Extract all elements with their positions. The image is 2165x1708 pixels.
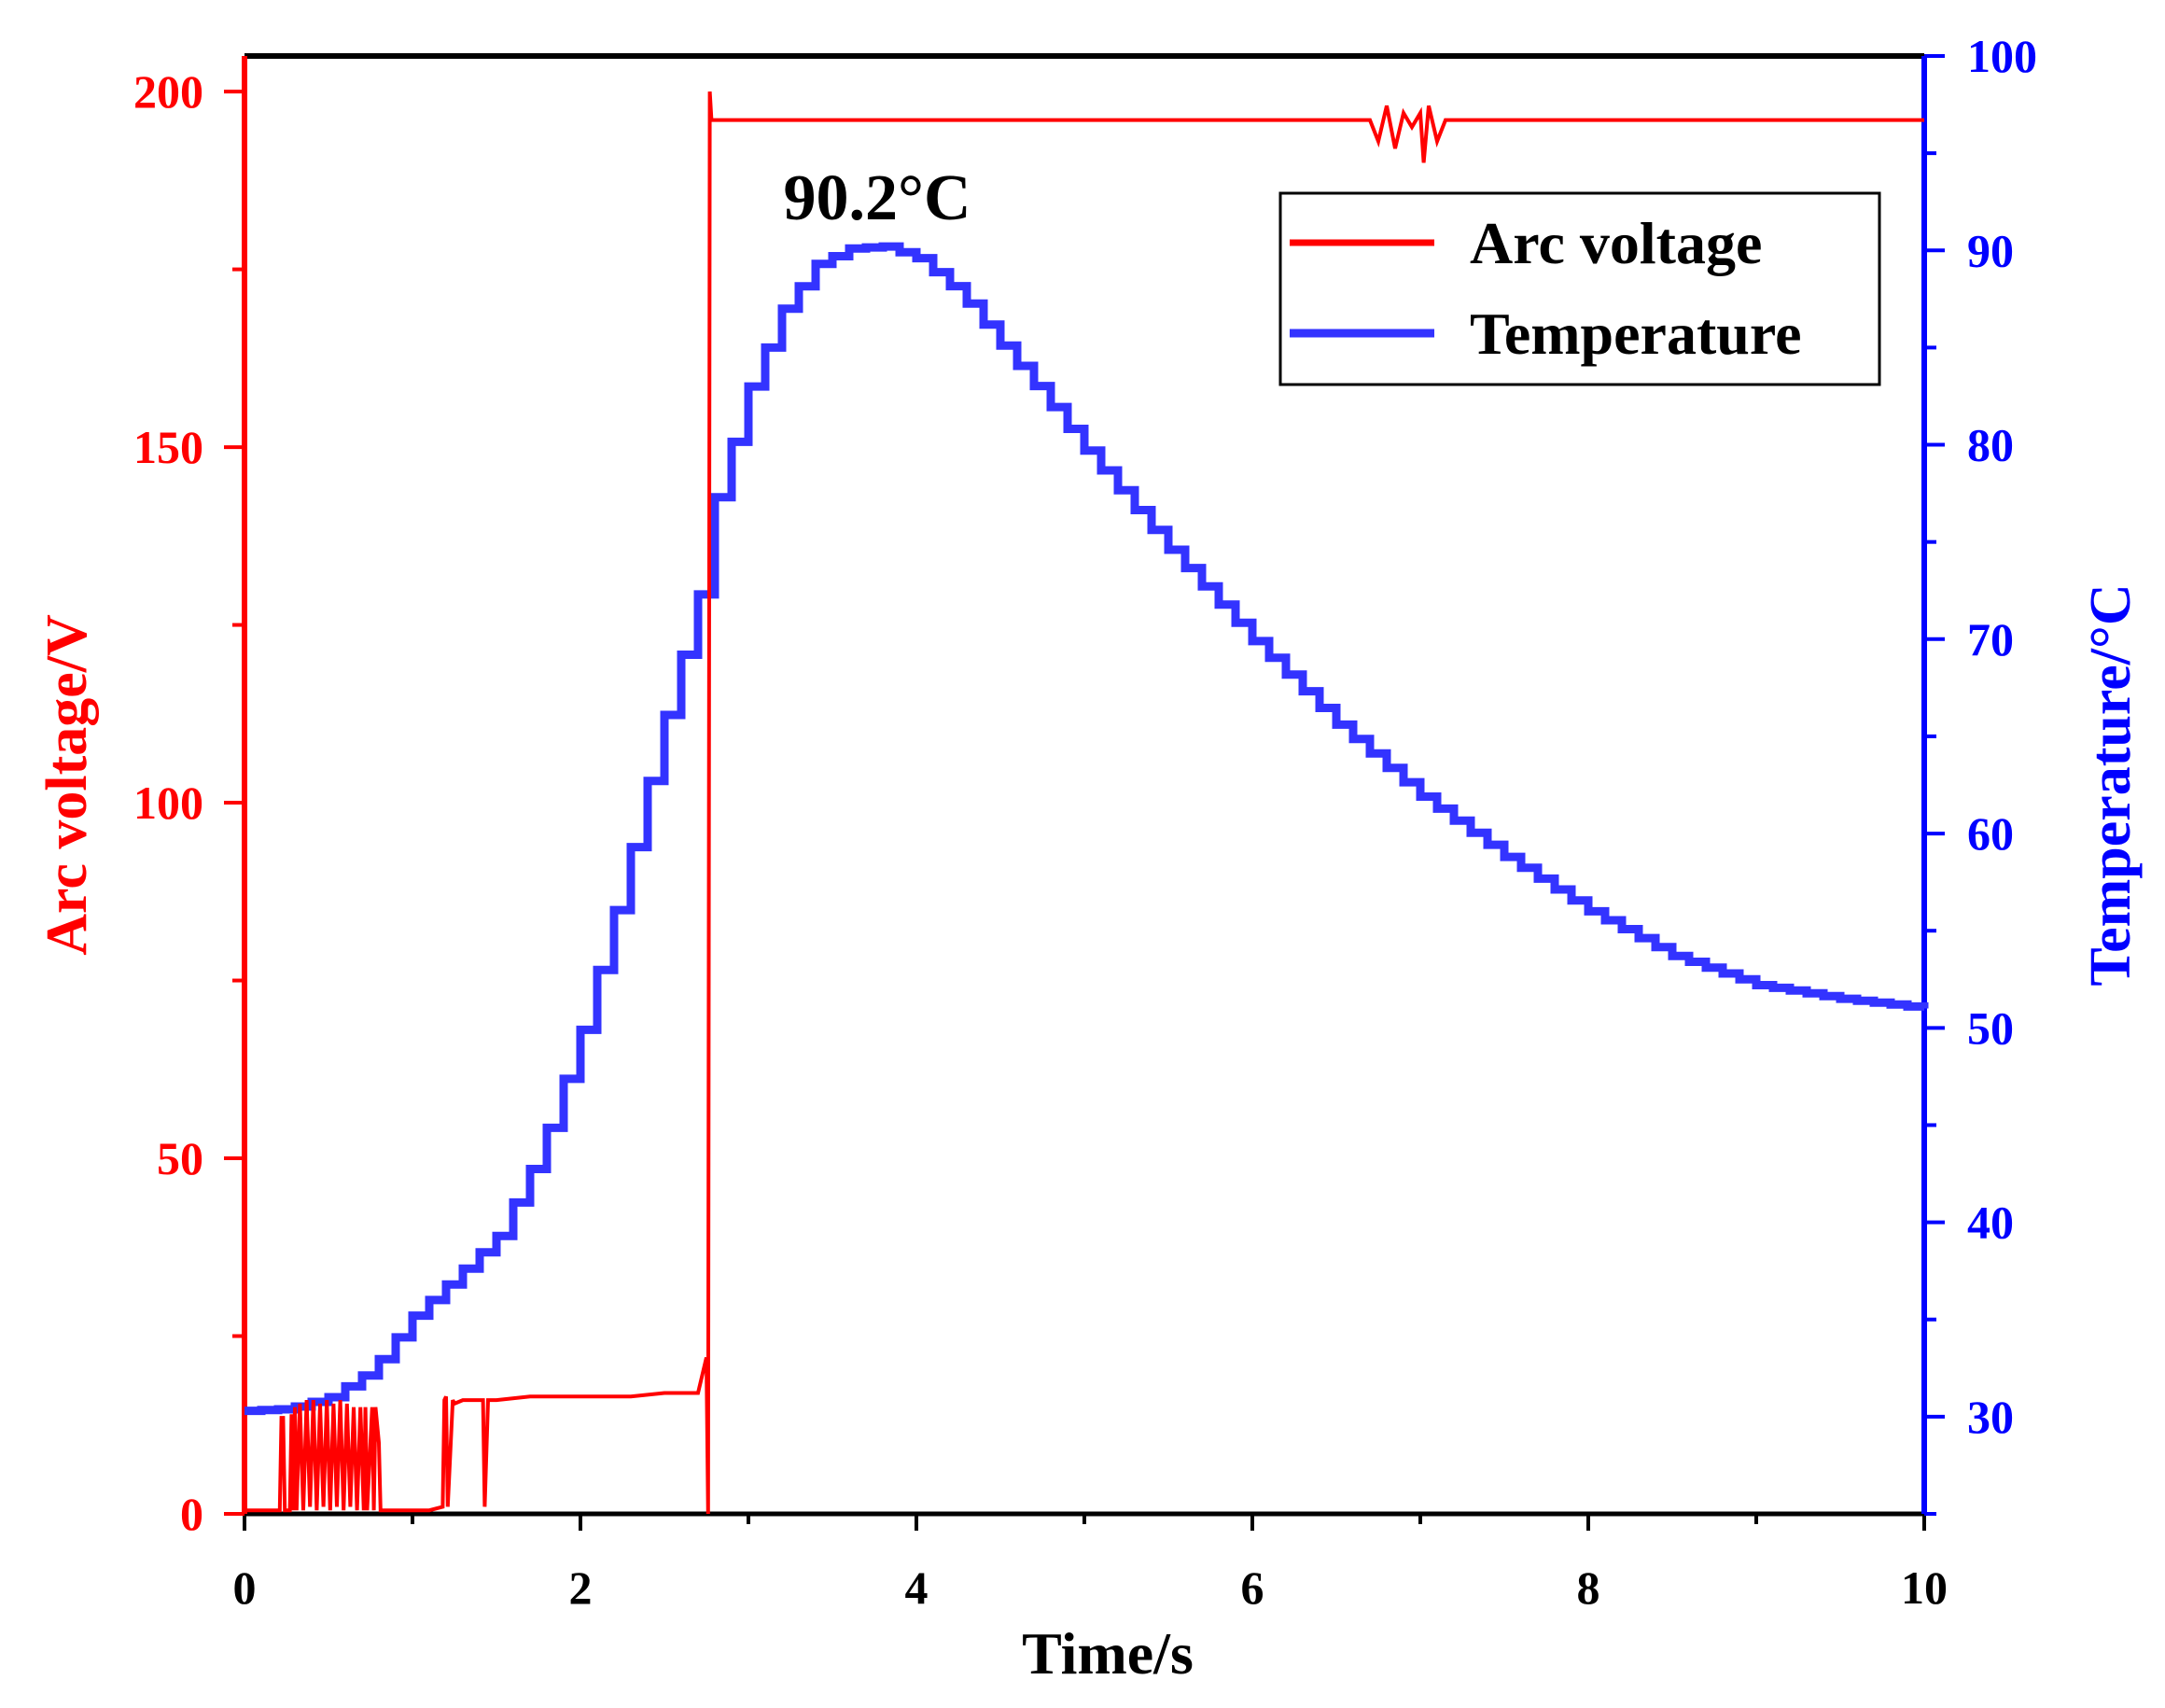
- right-tick-label: 60: [1967, 807, 2014, 860]
- x-tick-label: 6: [1241, 1561, 1264, 1614]
- left-y-axis-title: Arc voltage/V: [35, 614, 99, 956]
- x-tick-label: 8: [1577, 1561, 1600, 1614]
- right-tick-label: 40: [1967, 1197, 2014, 1249]
- left-tick-label: 100: [133, 777, 203, 829]
- right-tick-label: 100: [1967, 30, 2037, 82]
- legend-box: [1278, 191, 1881, 386]
- x-tick-label: 4: [905, 1561, 929, 1614]
- arc-voltage-series-line: [244, 91, 1924, 1515]
- right-tick-label: 30: [1967, 1391, 2014, 1443]
- x-tick-label: 2: [569, 1561, 593, 1614]
- right-tick-label: 90: [1967, 224, 2014, 276]
- right-tick-label: 70: [1967, 613, 2014, 665]
- x-tick-label: 10: [1901, 1561, 1948, 1614]
- left-tick-label: 50: [157, 1132, 203, 1184]
- legend-label-arc-voltage: Arc voltage: [1470, 210, 1762, 276]
- left-tick-label: 200: [133, 65, 203, 118]
- x-axis-title: Time/s: [1022, 1620, 1194, 1687]
- left-tick-label: 0: [180, 1488, 203, 1540]
- right-tick-label: 50: [1967, 1001, 2014, 1054]
- peak-temperature-annotation: 90.2°C: [783, 162, 971, 234]
- legend: Arc voltage Temperature: [1278, 191, 1881, 386]
- right-y-axis-title: Temperature/°C: [2079, 583, 2143, 986]
- right-tick-label: 80: [1967, 419, 2014, 471]
- temperature-series-line: [244, 242, 1929, 1416]
- legend-label-temperature: Temperature: [1470, 301, 1802, 367]
- left-tick-label: 150: [133, 421, 203, 473]
- x-tick-label: 0: [233, 1561, 257, 1614]
